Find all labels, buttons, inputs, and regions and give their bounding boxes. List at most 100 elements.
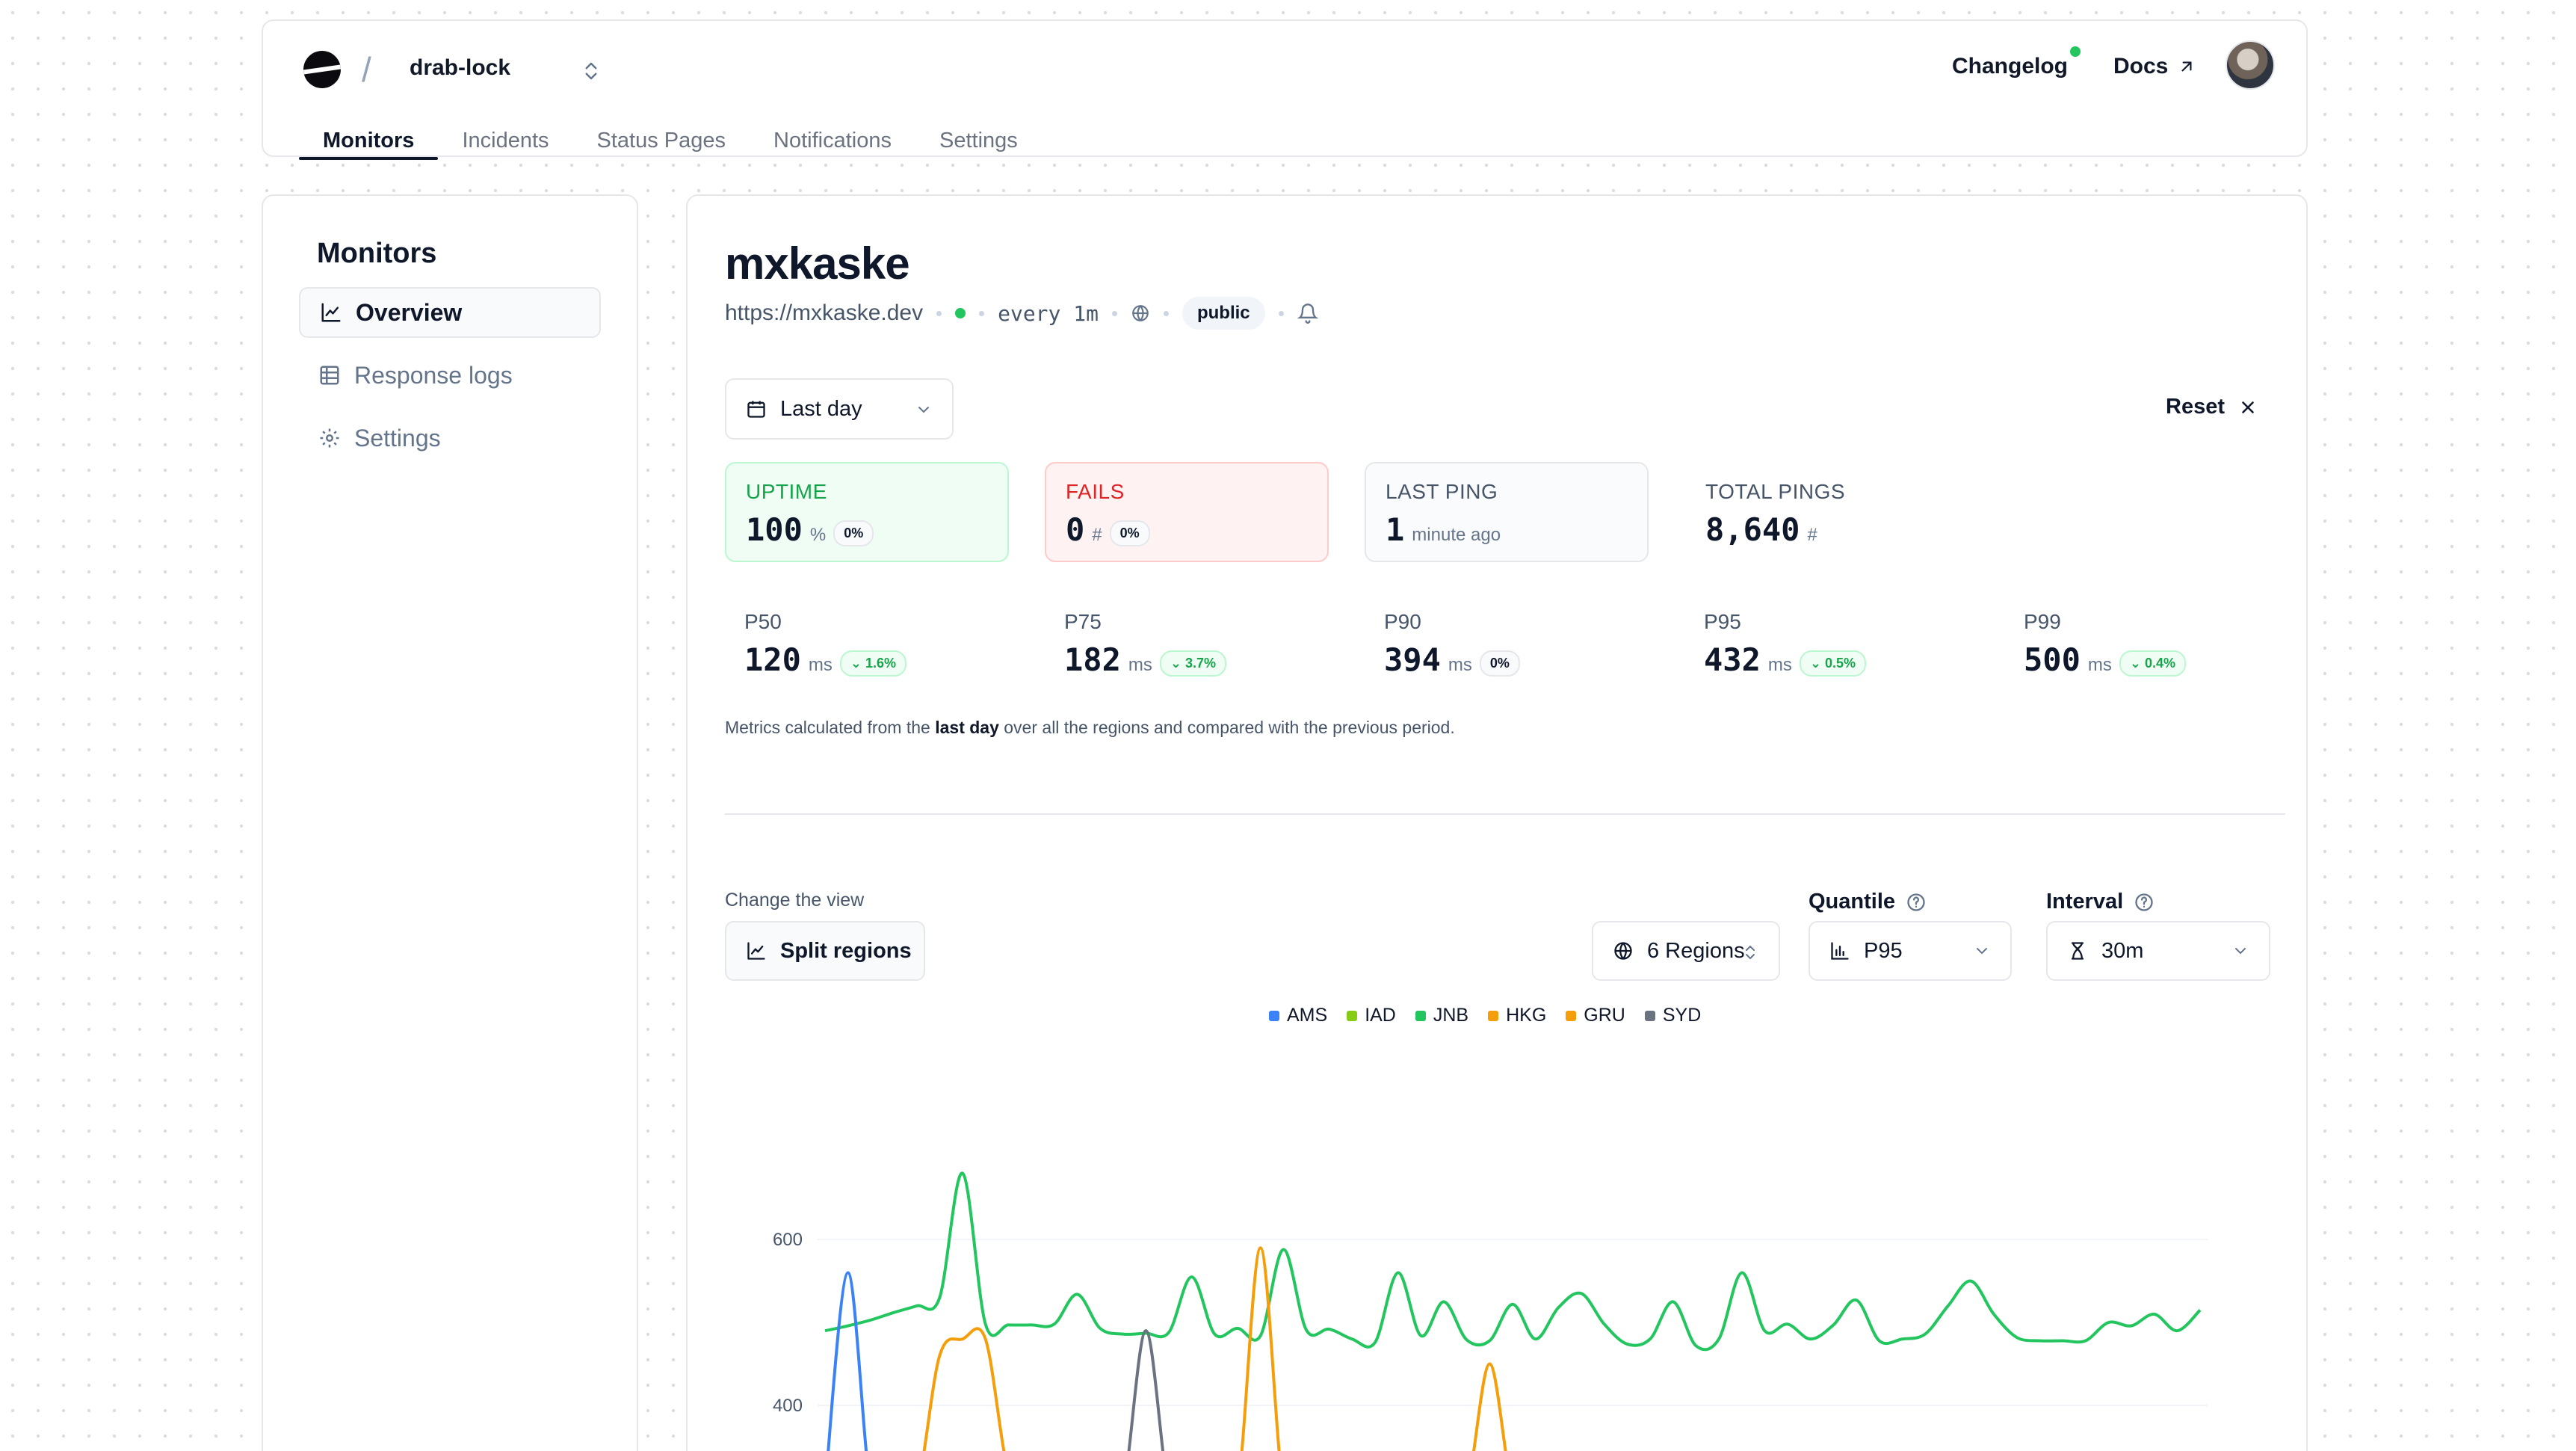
monitor-url[interactable]: https://mxkaske.dev: [725, 301, 924, 325]
quantile-p99: P99 500 ms ⌄ 0.4%: [2004, 610, 2288, 680]
app-logo-icon[interactable]: [303, 51, 341, 88]
quantile-delta: ⌄ 1.6%: [839, 650, 906, 677]
quantile-value: 182: [1064, 641, 1121, 678]
legend-swatch: [1269, 1010, 1279, 1021]
visibility-badge: public: [1182, 297, 1265, 330]
y-tick-label: 400: [773, 1396, 803, 1416]
legend-swatch: [1347, 1010, 1358, 1021]
legend-label: HKG: [1506, 1005, 1547, 1026]
total-pings-value: 8,640: [1705, 511, 1800, 548]
split-regions-label: Split regions: [780, 938, 912, 963]
separator-dot: [1278, 310, 1284, 316]
chevron-down-icon: [918, 407, 929, 413]
legend-item-jnb[interactable]: JNB: [1415, 1005, 1468, 1026]
quantile-delta-value: 3.7%: [1184, 656, 1216, 671]
chevron-down-icon: [2235, 948, 2246, 955]
quantile-delta-value: 1.6%: [865, 656, 896, 671]
legend-swatch: [1415, 1010, 1426, 1021]
view-label: Change the view: [725, 890, 865, 911]
main-panel: mxkaske https://mxkaske.dev every 1m pub…: [686, 194, 2308, 1451]
tab-notifications[interactable]: Notifications: [773, 129, 892, 153]
series-line-syd: [1127, 1329, 1165, 1451]
monitor-frequency: every 1m: [998, 301, 1099, 326]
legend-label: JNB: [1433, 1005, 1469, 1026]
legend-item-gru[interactable]: GRU: [1566, 1005, 1625, 1026]
date-range-value: Last day: [780, 396, 862, 421]
tab-incidents[interactable]: Incidents: [462, 129, 549, 153]
tab-settings[interactable]: Settings: [939, 129, 1018, 153]
interval-select[interactable]: 30m: [2046, 921, 2270, 981]
legend-item-iad[interactable]: IAD: [1347, 1005, 1396, 1026]
date-range-select[interactable]: Last day: [725, 378, 954, 440]
globe-icon: [1614, 942, 1632, 960]
last-ping-unit: minute ago: [1412, 525, 1501, 545]
legend-item-syd[interactable]: SYD: [1644, 1005, 1702, 1026]
sidebar-item-response-logs[interactable]: Response logs: [299, 350, 601, 401]
sidebar-item-settings[interactable]: Settings: [299, 413, 601, 463]
interval-value: 30m: [2101, 938, 2144, 963]
hourglass-icon: [2071, 942, 2084, 960]
regions-select[interactable]: 6 Regions: [1592, 921, 1780, 981]
fails-delta: 0%: [1109, 520, 1150, 546]
quantile-value: 120: [744, 641, 801, 678]
quantile-p50: P50 120 ms ⌄ 1.6%: [725, 610, 1009, 680]
main-tabs: Monitors Incidents Status Pages Notifica…: [299, 105, 1042, 160]
arrow-up-right-icon: [2181, 61, 2192, 72]
docs-link[interactable]: Docs: [2113, 54, 2196, 79]
bell-icon[interactable]: [1297, 303, 1318, 324]
quantile-label: P99: [2024, 610, 2061, 633]
legend-item-ams[interactable]: AMS: [1269, 1005, 1327, 1026]
sidebar-item-label: Settings: [354, 424, 441, 452]
bar-chart-icon: [1831, 942, 1849, 960]
legend-label: IAD: [1365, 1005, 1396, 1026]
calendar-icon: [747, 401, 765, 418]
section-divider: [725, 813, 2285, 815]
changelog-link[interactable]: Changelog: [1952, 54, 2068, 78]
sidebar-title: Monitors: [317, 238, 437, 269]
legend-label: GRU: [1584, 1005, 1625, 1026]
separator-dot: [1163, 310, 1169, 316]
quantile-delta: ⌄ 0.5%: [1799, 650, 1866, 677]
user-avatar[interactable]: [2226, 40, 2275, 90]
series-line-ams: [827, 1271, 868, 1451]
y-tick-label: 600: [773, 1230, 803, 1250]
fails-label: FAILS: [1066, 480, 1125, 503]
docs-label: Docs: [2113, 54, 2169, 78]
legend-swatch: [1488, 1010, 1499, 1021]
legend-item-hkg[interactable]: HKG: [1488, 1005, 1546, 1026]
reset-button[interactable]: Reset: [2166, 395, 2258, 419]
gear-icon: [320, 428, 339, 448]
help-circle-icon[interactable]: [1906, 892, 1927, 913]
fails-card: FAILS 0 # 0%: [1045, 462, 1329, 562]
project-name[interactable]: drab-lock: [410, 55, 511, 80]
total-pings-label: TOTAL PINGS: [1705, 480, 1846, 503]
help-circle-icon[interactable]: [2134, 892, 2155, 913]
fails-unit: #: [1092, 525, 1102, 545]
chevron-up-down-icon[interactable]: [580, 57, 602, 85]
sidebar-item-overview[interactable]: Overview: [299, 287, 601, 338]
quantile-unit: ms: [1128, 655, 1152, 675]
quantile-delta: ⌄ 3.7%: [1159, 650, 1226, 677]
line-chart-icon: [321, 303, 341, 322]
quantile-label: P90: [1384, 610, 1421, 633]
chevron-up-down-icon: [1746, 945, 1755, 960]
note-before: Metrics calculated from the: [725, 718, 936, 737]
legend-swatch: [1644, 1010, 1655, 1021]
tab-monitors[interactable]: Monitors: [299, 105, 439, 160]
split-regions-button[interactable]: Split regions: [725, 921, 925, 981]
globe-icon: [1132, 305, 1149, 321]
separator-dot: [979, 310, 985, 316]
quantile-p75: P75 182 ms ⌄ 3.7%: [1045, 610, 1329, 680]
last-ping-value: 1: [1386, 511, 1405, 548]
note-after: over all the regions and compared with t…: [998, 718, 1455, 737]
close-icon: [2242, 401, 2254, 413]
quantile-unit: ms: [2087, 655, 2112, 675]
series-line-jnb: [824, 1171, 2202, 1352]
quantile-delta-value: 0.5%: [1824, 656, 1856, 671]
quantile-select[interactable]: P95: [1809, 921, 2012, 981]
separator-dot: [1111, 310, 1117, 316]
quantile-value: P95: [1864, 938, 1903, 963]
legend-label: SYD: [1662, 1005, 1702, 1026]
last-ping-label: LAST PING: [1386, 480, 1498, 503]
tab-status-pages[interactable]: Status Pages: [596, 129, 726, 153]
